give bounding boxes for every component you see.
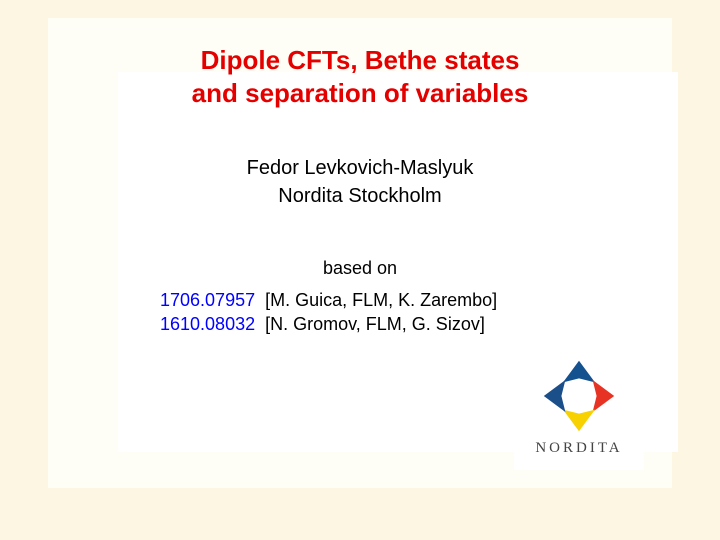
title-line2: and separation of variables [192,78,529,108]
arxiv-id: 1610.08032 [160,314,255,334]
slide-title: Dipole CFTs, Bethe states and separation… [48,44,672,109]
author-block: Fedor Levkovich-Maslyuk Nordita Stockhol… [48,154,672,210]
slide-outer: Dipole CFTs, Bethe states and separation… [48,18,672,488]
based-on-label: based on [48,258,672,279]
nordita-logo: NORDITA [514,350,644,470]
star-bottom [563,410,595,432]
title-line1: Dipole CFTs, Bethe states [201,45,520,75]
ref-authors: [M. Guica, FLM, K. Zarembo] [265,290,497,310]
star-top [563,361,595,383]
author-affiliation: Nordita Stockholm [278,185,441,207]
logo-text: NORDITA [514,440,644,457]
arxiv-id: 1706.07957 [160,290,255,310]
star-left [544,380,566,412]
star-right [593,380,615,412]
references-block: 1706.07957 [M. Guica, FLM, K. Zarembo] 1… [160,288,497,337]
reference-line: 1610.08032 [N. Gromov, FLM, G. Sizov] [160,312,497,336]
ref-authors: [N. Gromov, FLM, G. Sizov] [265,314,485,334]
author-name: Fedor Levkovich-Maslyuk [247,157,474,179]
reference-line: 1706.07957 [M. Guica, FLM, K. Zarembo] [160,288,497,312]
nordita-star-icon [539,356,619,436]
